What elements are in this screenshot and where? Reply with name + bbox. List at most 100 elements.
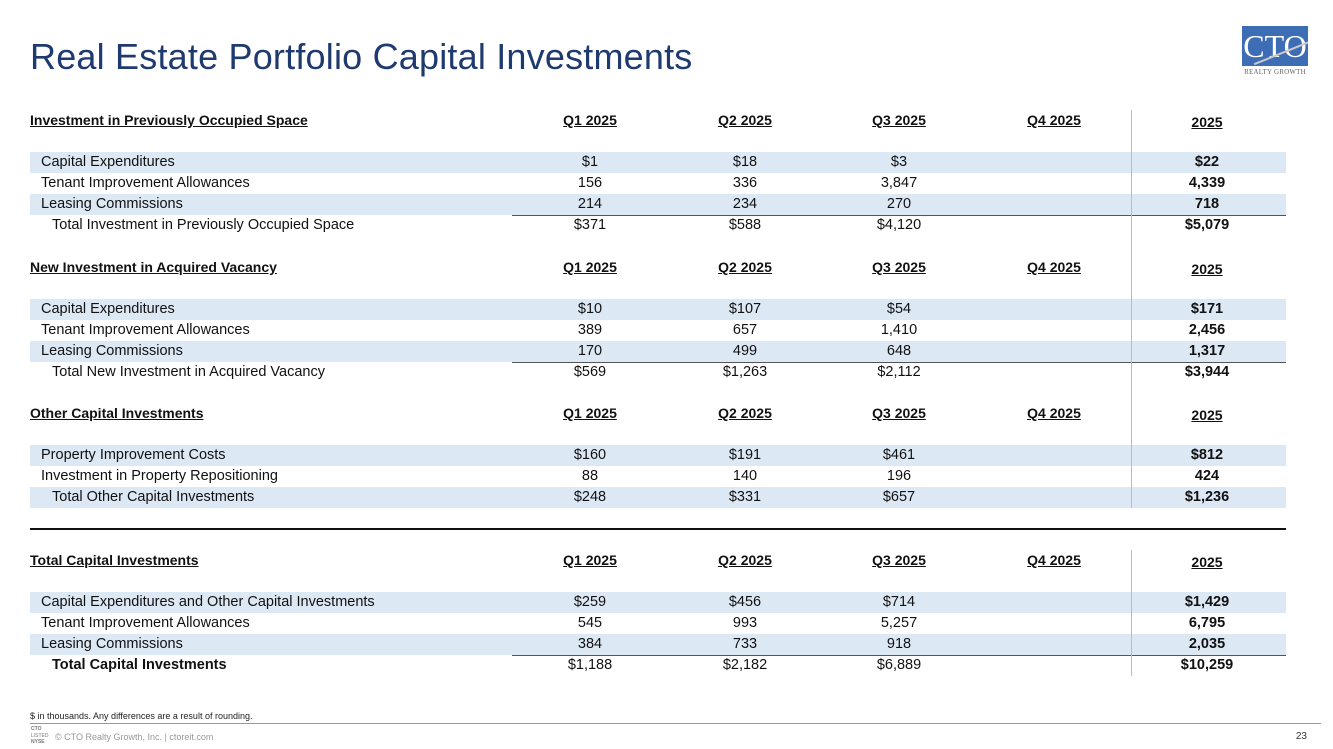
column-header: Q4 2025 bbox=[1027, 405, 1081, 421]
cell-value: $107 bbox=[728, 301, 762, 317]
table-row: Leasing Commissions 214 234 270 718 bbox=[30, 194, 1286, 216]
column-header: Q2 2025 bbox=[718, 552, 772, 568]
column-header: Q2 2025 bbox=[718, 112, 772, 128]
table-row: Capital Expenditures $1 $18 $3 $22 bbox=[30, 152, 1286, 173]
cell-value: $54 bbox=[886, 301, 912, 317]
section-heading: Total Capital Investments bbox=[30, 552, 199, 568]
section-heading: Investment in Previously Occupied Space bbox=[30, 112, 308, 128]
cell-value: $5,079 bbox=[1184, 217, 1230, 233]
table-row: Leasing Commissions 384 733 918 2,035 bbox=[30, 634, 1286, 656]
cell-value: 140 bbox=[732, 468, 758, 484]
column-divider bbox=[1131, 550, 1132, 676]
page-title: Real Estate Portfolio Capital Investment… bbox=[30, 36, 693, 77]
section-heading: Other Capital Investments bbox=[30, 405, 204, 421]
row-label: Investment in Property Repositioning bbox=[41, 468, 278, 484]
cell-value: 196 bbox=[886, 468, 912, 484]
cell-value: $371 bbox=[573, 217, 607, 233]
page-number: 23 bbox=[1295, 731, 1307, 742]
cell-value: 648 bbox=[886, 343, 912, 359]
table-row: Leasing Commissions 170 499 648 1,317 bbox=[30, 341, 1286, 363]
cell-value: $171 bbox=[1190, 301, 1224, 317]
cell-value: 1,410 bbox=[880, 322, 918, 338]
column-header: 2025 bbox=[1191, 407, 1223, 423]
cell-value: $259 bbox=[573, 594, 607, 610]
column-header: Q1 2025 bbox=[563, 112, 617, 128]
cell-value: $331 bbox=[728, 489, 762, 505]
cell-value: 6,795 bbox=[1188, 615, 1226, 631]
table-row: Property Improvement Costs $160 $191 $461 $8… bbox=[30, 445, 1286, 466]
cell-value: $1 bbox=[581, 154, 599, 170]
table-row: Tenant Improvement Allowances 156 336 3,847… bbox=[30, 173, 1286, 194]
total-row: Total Capital Investments $1,188 $2,182 $6,… bbox=[30, 655, 1286, 676]
cell-value: $657 bbox=[882, 489, 916, 505]
cell-value: 657 bbox=[732, 322, 758, 338]
cell-value: 170 bbox=[577, 343, 603, 359]
row-label: Leasing Commissions bbox=[41, 343, 183, 359]
table-row: Capital Expenditures and Other Capital I… bbox=[30, 592, 1286, 613]
row-label: Total New Investment in Acquired Vacancy bbox=[52, 364, 325, 380]
cell-value: $248 bbox=[573, 489, 607, 505]
cell-value: 1,317 bbox=[1188, 343, 1226, 359]
cell-value: $812 bbox=[1190, 447, 1224, 463]
cell-value: 336 bbox=[732, 175, 758, 191]
column-header: Q4 2025 bbox=[1027, 259, 1081, 275]
column-header: Q2 2025 bbox=[718, 259, 772, 275]
footer-divider bbox=[30, 723, 1321, 724]
cell-value: 993 bbox=[732, 615, 758, 631]
row-label: Property Improvement Costs bbox=[41, 447, 226, 463]
column-header: Q1 2025 bbox=[563, 405, 617, 421]
column-header: Q3 2025 bbox=[872, 112, 926, 128]
column-header: Q2 2025 bbox=[718, 405, 772, 421]
cell-value: 5,257 bbox=[880, 615, 918, 631]
cell-value: 270 bbox=[886, 196, 912, 212]
cell-value: 545 bbox=[577, 615, 603, 631]
column-header: Q4 2025 bbox=[1027, 112, 1081, 128]
section-divider bbox=[30, 528, 1286, 530]
cell-value: 156 bbox=[577, 175, 603, 191]
column-header: Q3 2025 bbox=[872, 405, 926, 421]
cell-value: $2,182 bbox=[722, 657, 768, 673]
column-header: Q1 2025 bbox=[563, 259, 617, 275]
total-row: Total Investment in Previously Occupied … bbox=[30, 215, 1286, 236]
cell-value: $18 bbox=[732, 154, 758, 170]
cell-value: $191 bbox=[728, 447, 762, 463]
cell-value: 88 bbox=[581, 468, 599, 484]
cell-value: 718 bbox=[1194, 196, 1220, 212]
column-header: 2025 bbox=[1191, 114, 1223, 130]
total-row: Total Other Capital Investments $248 $331 $… bbox=[30, 487, 1286, 508]
cell-value: 214 bbox=[577, 196, 603, 212]
row-label: Tenant Improvement Allowances bbox=[41, 322, 250, 338]
cell-value: 389 bbox=[577, 322, 603, 338]
cell-value: $10,259 bbox=[1180, 657, 1234, 673]
row-label: Tenant Improvement Allowances bbox=[41, 615, 250, 631]
cell-value: $1,429 bbox=[1184, 594, 1230, 610]
cell-value: $3,944 bbox=[1184, 364, 1230, 380]
copyright: © CTO Realty Growth, Inc. | ctoreit.com bbox=[55, 732, 214, 742]
row-label: Total Capital Investments bbox=[52, 657, 227, 673]
cell-value: $1,236 bbox=[1184, 489, 1230, 505]
cell-value: $6,889 bbox=[876, 657, 922, 673]
row-label: Capital Expenditures bbox=[41, 154, 175, 170]
cell-value: 733 bbox=[732, 636, 758, 652]
row-label: Leasing Commissions bbox=[41, 636, 183, 652]
row-label: Capital Expenditures bbox=[41, 301, 175, 317]
cell-value: $2,112 bbox=[877, 364, 921, 380]
row-label: Tenant Improvement Allowances bbox=[41, 175, 250, 191]
column-header: Q4 2025 bbox=[1027, 552, 1081, 568]
row-label: Total Investment in Previously Occupied … bbox=[52, 217, 355, 233]
cell-value: $714 bbox=[882, 594, 916, 610]
table-row: Tenant Improvement Allowances 389 657 1,410… bbox=[30, 320, 1286, 341]
cell-value: $160 bbox=[573, 447, 607, 463]
cell-value: 2,456 bbox=[1188, 322, 1226, 338]
cell-value: 424 bbox=[1194, 468, 1220, 484]
footnote: $ in thousands. Any differences are a re… bbox=[30, 711, 253, 721]
cell-value: $1,188 bbox=[567, 657, 613, 673]
cell-value: 499 bbox=[732, 343, 758, 359]
cell-value: $10 bbox=[577, 301, 603, 317]
cell-value: $588 bbox=[728, 217, 762, 233]
cell-value: $22 bbox=[1194, 154, 1220, 170]
cell-value: $4,120 bbox=[876, 217, 922, 233]
cell-value: 4,339 bbox=[1188, 175, 1226, 191]
table-row: Capital Expenditures $10 $107 $54 $171 bbox=[30, 299, 1286, 320]
